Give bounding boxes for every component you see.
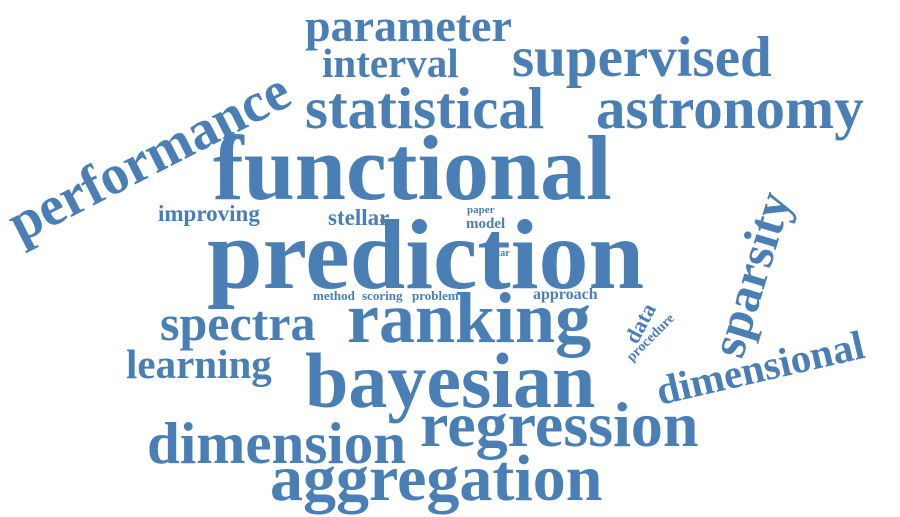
word-problem: problem <box>412 288 459 303</box>
word-aggregation: aggregation <box>270 442 602 515</box>
word-method: method <box>313 288 356 303</box>
word-approach: approach <box>533 286 598 303</box>
word-dimension: dimension <box>147 410 406 476</box>
word-improving: improving <box>158 201 260 226</box>
word-spectra: spectra <box>160 295 316 351</box>
word-model: model <box>466 216 505 232</box>
word-interval: interval <box>322 40 459 86</box>
word-paper: paper <box>467 204 495 216</box>
word-stellar: stellar <box>328 205 389 230</box>
word-star: star <box>493 248 510 259</box>
word-bayesian: bayesian <box>305 337 595 424</box>
word-ranking: ranking <box>347 278 591 358</box>
word-scoring: scoring <box>362 288 403 303</box>
word-sparsity: sparsity <box>699 185 802 363</box>
word-parameter: parameter <box>305 0 512 51</box>
word-astronomy: astronomy <box>596 75 864 141</box>
word-supervised: supervised <box>512 26 772 89</box>
word-functional: functional <box>213 117 612 219</box>
word-learning: learning <box>126 341 272 387</box>
word-statistical: statistical <box>305 75 544 141</box>
word-regression: regression <box>420 389 699 460</box>
word-prediction: prediction <box>207 199 644 310</box>
